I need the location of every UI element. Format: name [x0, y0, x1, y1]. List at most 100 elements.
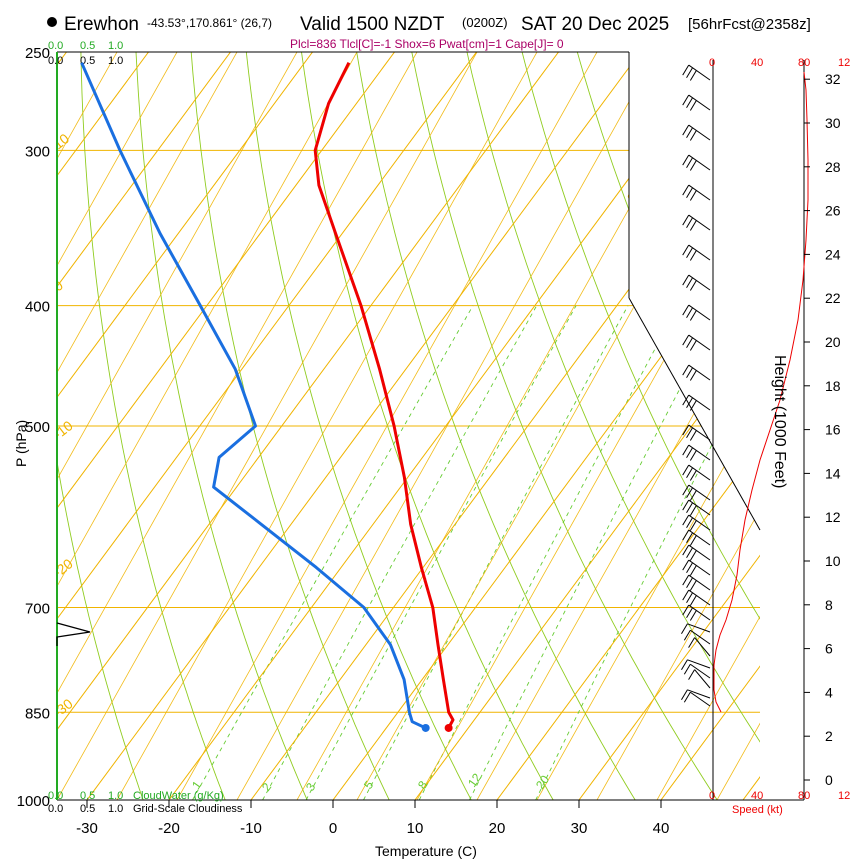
pressure-tick-label: 250 — [25, 45, 50, 62]
wind-barb — [681, 623, 711, 635]
cloudiness-label: Grid-Scale Cloudiness — [133, 803, 243, 815]
pressure-tick-label: 1000 — [17, 793, 50, 810]
location-marker-icon — [47, 17, 57, 27]
sounding-profiles — [80, 62, 455, 732]
isotherm — [57, 52, 330, 800]
dry-adiabat — [80, 52, 237, 800]
wind-barb — [688, 669, 711, 689]
dry-adiabat — [243, 52, 486, 800]
wind-barb — [682, 304, 711, 321]
wind-barb — [682, 94, 711, 111]
wind-barb — [681, 659, 711, 671]
mixing-ratio-line — [192, 305, 474, 800]
cloudiness-tick-top: 1.0 — [108, 55, 123, 67]
wind-barb — [682, 529, 711, 546]
location-name: Erewhon — [64, 14, 139, 35]
mixing-ratio-label: 20 — [533, 772, 552, 791]
speed-tick-bottom: 80 — [798, 790, 810, 802]
height-tick-label: 22 — [825, 290, 841, 306]
mixing-ratio-line — [469, 305, 724, 800]
pressure-tick-label: 400 — [25, 299, 50, 316]
cloud-water-tick-bottom: 0.0 — [48, 790, 63, 802]
speed-label: Speed (kt) — [732, 804, 783, 816]
mixing-ratio-label: 5 — [361, 778, 376, 792]
moist-adiabat — [476, 52, 760, 800]
height-tick-label: 32 — [825, 71, 841, 87]
speed-tick-bottom: 12 — [838, 790, 850, 802]
height-axis-label: Height (1000 Feet) — [771, 355, 788, 488]
cloudiness-profile — [56, 622, 91, 646]
moist-adiabat — [176, 52, 598, 800]
dry-adiabat — [298, 52, 569, 800]
isotherm — [559, 52, 760, 800]
pressure-tick-label: 500 — [25, 419, 50, 436]
dry-adiabat — [57, 52, 153, 800]
moist-adiabat — [57, 52, 178, 800]
isotherm-label: 0 — [50, 277, 66, 295]
height-tick-label: 28 — [825, 159, 841, 175]
cloudiness-tick-bottom: 1.0 — [108, 803, 123, 815]
wind-barb — [682, 604, 711, 621]
temp-tick-label: 40 — [653, 820, 670, 837]
pressure-tick-label: 300 — [25, 143, 50, 160]
location-coords: -43.53°,170.861° (26,7) — [147, 16, 272, 30]
isotherm — [477, 52, 760, 800]
utc-time: (0200Z) — [462, 15, 508, 30]
isotherm — [67, 52, 658, 800]
surface-temperature-point — [444, 723, 453, 732]
moist-adiabat — [57, 52, 238, 800]
wind-barb — [682, 124, 711, 141]
dry-adiabat — [461, 52, 760, 800]
wind-barb — [682, 484, 711, 501]
speed-tick-top: 40 — [751, 57, 763, 69]
mixing-ratio-line — [305, 305, 577, 800]
moist-adiabat — [57, 52, 298, 800]
temp-tick-label: -30 — [76, 820, 98, 837]
wind-barb — [683, 629, 711, 645]
speed-tick-top: 0 — [709, 57, 715, 69]
dry-adiabat — [352, 52, 652, 800]
wind-barb — [688, 637, 711, 657]
isotherm — [395, 52, 760, 800]
moist-adiabat — [116, 52, 538, 800]
speed-tick-top: 12 — [838, 57, 850, 69]
cloud-water-scale: 0.0 0.5 1.0 0.0 0.5 1.0 0.0 0.5 1.0 Clou… — [48, 40, 243, 815]
dry-adiabat — [789, 30, 850, 826]
wind-barb — [682, 394, 711, 411]
cloudiness-tick-bottom: 0.5 — [80, 803, 95, 815]
height-tick-label: 12 — [825, 509, 841, 525]
isotherm-label: 10 — [644, 302, 666, 324]
mixing-ratio-line — [418, 305, 679, 800]
isotherm — [57, 52, 494, 800]
speed-scale: 0 40 80 12 0 40 80 12 Speed (kt) — [709, 57, 850, 816]
wind-barb — [683, 663, 711, 679]
forecast-run: [56hrFcst@2358z] — [688, 16, 811, 33]
wind-barb — [682, 544, 711, 561]
wind-barb — [682, 574, 711, 591]
wind-barb — [683, 691, 711, 707]
speed-tick-bottom: 40 — [751, 790, 763, 802]
wind-barb — [682, 559, 711, 576]
wind-barb — [682, 184, 711, 201]
cloudiness-tick-top: 0.5 — [80, 55, 95, 67]
moist-adiabat — [596, 52, 760, 800]
wind-barb — [682, 514, 711, 531]
isotherm-label: 10 — [50, 130, 72, 152]
isotherm — [57, 52, 248, 800]
temp-tick-label: 10 — [407, 820, 424, 837]
isotherm-label: 20 — [686, 378, 708, 400]
x-axis-label: Temperature (C) — [375, 843, 477, 859]
dry-adiabat — [134, 52, 320, 800]
mixing-ratio-line — [262, 305, 538, 800]
dry-adiabat — [407, 52, 735, 800]
height-tick-label: 10 — [825, 553, 841, 569]
wind-barb — [682, 464, 711, 481]
temp-tick-label: -10 — [240, 820, 262, 837]
dry-adiabat — [844, 30, 850, 826]
wind-barb — [682, 274, 711, 291]
isotherm — [231, 52, 760, 800]
dry-adiabat — [516, 52, 760, 800]
